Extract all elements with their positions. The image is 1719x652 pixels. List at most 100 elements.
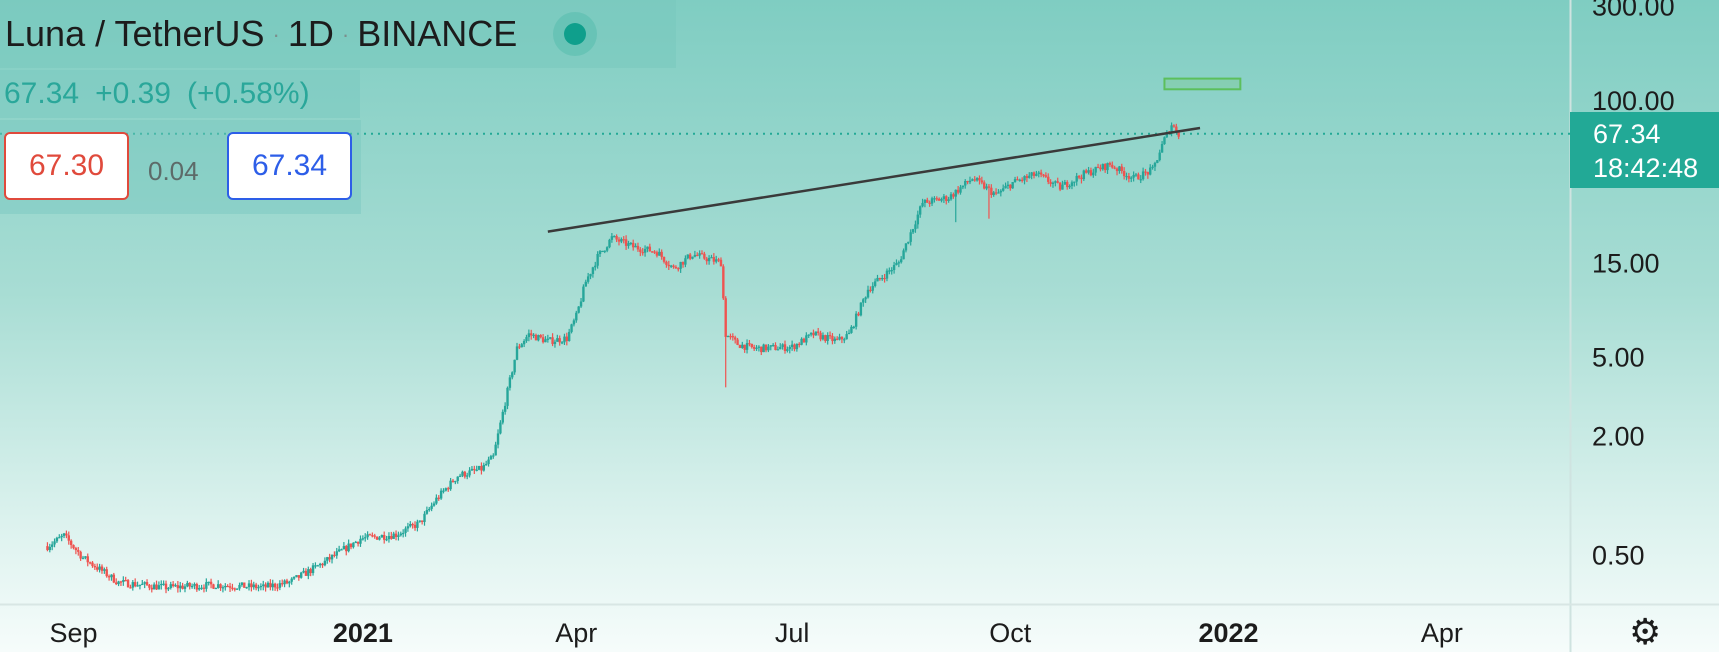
candle-body[interactable] xyxy=(980,180,984,183)
candle-body[interactable] xyxy=(91,562,94,567)
candle-body[interactable] xyxy=(1113,167,1116,169)
candle-body[interactable] xyxy=(359,538,362,544)
candle-body[interactable] xyxy=(707,258,711,262)
candle-body[interactable] xyxy=(722,266,725,299)
candle-body[interactable] xyxy=(902,250,905,260)
candle-body[interactable] xyxy=(669,265,673,267)
candle-body[interactable] xyxy=(700,253,704,255)
candle-body[interactable] xyxy=(1058,182,1062,190)
candle-body[interactable] xyxy=(205,582,208,589)
candle-body[interactable] xyxy=(193,583,196,586)
candle-body[interactable] xyxy=(952,194,955,197)
candle-body[interactable] xyxy=(494,444,497,456)
candle-body[interactable] xyxy=(1042,174,1045,176)
candle-body[interactable] xyxy=(914,224,917,230)
candle-body[interactable] xyxy=(601,250,604,253)
candle-body[interactable] xyxy=(871,286,874,291)
candle-body[interactable] xyxy=(382,535,386,540)
target-zone-box[interactable] xyxy=(1163,77,1242,91)
candle-body[interactable] xyxy=(155,584,158,590)
candle-body[interactable] xyxy=(802,338,806,343)
candle-body[interactable] xyxy=(103,569,106,571)
candle-body[interactable] xyxy=(650,251,654,253)
candle-body[interactable] xyxy=(1087,170,1090,173)
candle-body[interactable] xyxy=(79,551,82,559)
candle-body[interactable] xyxy=(864,297,867,300)
candle-body[interactable] xyxy=(1039,172,1043,175)
candle-body[interactable] xyxy=(904,243,908,251)
candle-body[interactable] xyxy=(188,582,191,587)
candle-body[interactable] xyxy=(1028,175,1031,178)
candle-body[interactable] xyxy=(345,546,348,552)
candle-body[interactable] xyxy=(200,587,203,589)
candle-body[interactable] xyxy=(392,533,395,539)
candle-body[interactable] xyxy=(724,298,727,337)
candle-body[interactable] xyxy=(444,488,448,491)
candle-body[interactable] xyxy=(774,344,777,351)
candle-body[interactable] xyxy=(302,570,305,573)
candle-body[interactable] xyxy=(883,277,886,280)
candle-body[interactable] xyxy=(691,256,694,259)
candle-body[interactable] xyxy=(477,465,481,470)
candle-body[interactable] xyxy=(409,524,412,527)
candle-body[interactable] xyxy=(783,344,787,351)
candle-body[interactable] xyxy=(693,254,697,257)
candle-body[interactable] xyxy=(337,549,341,552)
candle-body[interactable] xyxy=(1044,175,1048,177)
candle-body[interactable] xyxy=(243,582,246,588)
candle-body[interactable] xyxy=(1153,162,1157,167)
candle-body[interactable] xyxy=(530,333,533,336)
candle-body[interactable] xyxy=(458,475,462,477)
candle-body[interactable] xyxy=(731,336,735,338)
candle-body[interactable] xyxy=(658,251,661,256)
candle-body[interactable] xyxy=(278,583,282,588)
candle-body[interactable] xyxy=(983,182,986,189)
candle-body[interactable] xyxy=(665,261,668,265)
candle-body[interactable] xyxy=(259,585,263,588)
candle-body[interactable] xyxy=(660,251,663,257)
candle-body[interactable] xyxy=(632,242,635,248)
candle-body[interactable] xyxy=(736,339,739,345)
candle-body[interactable] xyxy=(176,585,180,589)
candle-body[interactable] xyxy=(715,259,718,262)
candle-body[interactable] xyxy=(347,543,350,552)
candle-body[interactable] xyxy=(489,456,493,460)
candle-body[interactable] xyxy=(999,190,1003,193)
candle-body[interactable] xyxy=(907,241,910,244)
candle-body[interactable] xyxy=(333,554,336,557)
candle-body[interactable] xyxy=(971,179,974,181)
candle-body[interactable] xyxy=(233,588,236,590)
candle-body[interactable] xyxy=(786,349,789,351)
candle-body[interactable] xyxy=(918,206,922,215)
candle-body[interactable] xyxy=(755,347,758,349)
candle-body[interactable] xyxy=(81,557,85,559)
candle-body[interactable] xyxy=(1177,132,1180,137)
candle-body[interactable] xyxy=(726,335,730,338)
candle-body[interactable] xyxy=(366,534,369,538)
candle-body[interactable] xyxy=(288,581,291,584)
candle-body[interactable] xyxy=(262,584,265,586)
candle-body[interactable] xyxy=(582,286,585,302)
candle-body[interactable] xyxy=(586,276,590,282)
candle-body[interactable] xyxy=(1082,170,1086,180)
candle-body[interactable] xyxy=(290,578,293,582)
candle-body[interactable] xyxy=(840,336,844,340)
candle-body[interactable] xyxy=(326,557,329,561)
candle-body[interactable] xyxy=(812,332,815,336)
candle-body[interactable] xyxy=(605,247,609,251)
candle-body[interactable] xyxy=(648,246,652,252)
candle-body[interactable] xyxy=(539,335,542,338)
candle-body[interactable] xyxy=(1063,182,1067,185)
candle-body[interactable] xyxy=(1056,181,1059,183)
candle-body[interactable] xyxy=(186,582,189,587)
candle-body[interactable] xyxy=(544,339,547,343)
candle-body[interactable] xyxy=(520,344,523,348)
candle-body[interactable] xyxy=(900,259,903,263)
candle-body[interactable] xyxy=(69,540,73,546)
candle-body[interactable] xyxy=(164,583,168,590)
candle-body[interactable] xyxy=(745,343,749,350)
candle-body[interactable] xyxy=(216,584,220,588)
candle-body[interactable] xyxy=(93,566,97,568)
candle-body[interactable] xyxy=(636,245,640,250)
candle-body[interactable] xyxy=(624,239,628,246)
